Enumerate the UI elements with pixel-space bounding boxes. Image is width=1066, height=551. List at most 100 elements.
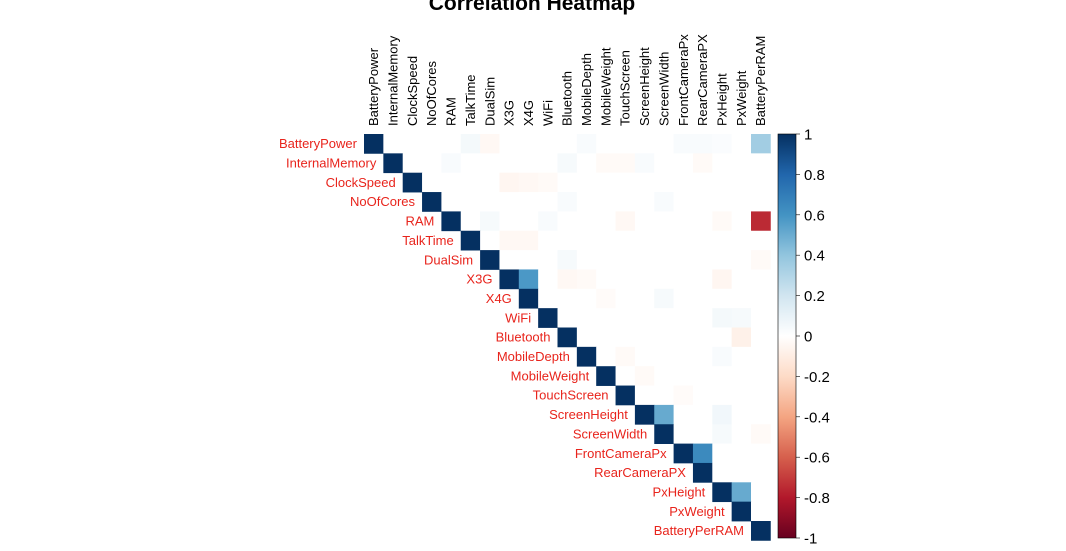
heatmap-cell xyxy=(557,308,578,328)
heatmap-cell xyxy=(615,288,636,309)
heatmap-cell xyxy=(634,211,655,232)
heatmap-cell xyxy=(538,192,558,212)
row-label: WiFi xyxy=(505,310,531,325)
heatmap-cell xyxy=(557,134,578,154)
heatmap-cell xyxy=(712,346,733,367)
heatmap-cell xyxy=(673,172,694,193)
heatmap-cell xyxy=(751,366,771,386)
heatmap-cell xyxy=(751,153,771,174)
heatmap-cell xyxy=(712,482,733,503)
heatmap-cell xyxy=(692,366,713,386)
heatmap-cell xyxy=(712,424,733,444)
heatmap-cell xyxy=(441,172,462,193)
column-label: BatteryPerRAM xyxy=(753,36,768,126)
heatmap-cell xyxy=(480,192,500,212)
heatmap-cell xyxy=(538,250,558,270)
heatmap-cell xyxy=(751,385,771,406)
column-label: BatteryPower xyxy=(366,47,381,126)
heatmap-cell xyxy=(654,308,674,328)
heatmap-cell xyxy=(654,230,674,251)
heatmap-cell xyxy=(499,230,520,251)
heatmap-cell xyxy=(673,366,694,386)
heatmap-cell xyxy=(692,250,713,270)
row-label: ScreenHeight xyxy=(549,407,628,422)
heatmap-cell xyxy=(634,404,655,425)
heatmap-cell xyxy=(557,327,578,348)
heatmap-cell xyxy=(654,288,674,309)
heatmap-cell xyxy=(731,482,752,503)
heatmap-cell xyxy=(692,153,713,174)
colorbar-ticks: 1 0.8 0.6 0.4 0.2 0 -0.2 -0.4 -0.6 -0.8 -1 xyxy=(796,127,830,548)
heatmap-cell xyxy=(673,346,694,367)
heatmap-cell xyxy=(518,153,539,174)
heatmap-cell xyxy=(673,153,694,174)
heatmap-cell xyxy=(673,230,694,251)
heatmap-cell xyxy=(441,153,462,174)
heatmap-cell xyxy=(731,288,752,309)
heatmap-cell xyxy=(712,250,733,270)
heatmap-cell xyxy=(499,211,520,232)
heatmap-cell xyxy=(557,211,578,232)
heatmap-cell xyxy=(731,385,752,406)
heatmap-cell xyxy=(383,134,404,154)
column-label: TouchScreen xyxy=(618,50,633,126)
heatmap-cell xyxy=(712,134,733,154)
heatmap-cell xyxy=(615,385,636,406)
heatmap-cell xyxy=(731,308,752,328)
heatmap-cell xyxy=(615,366,636,386)
heatmap-cell xyxy=(634,288,655,309)
heatmap-cell xyxy=(673,134,694,154)
heatmap-cell xyxy=(712,366,733,386)
row-label: FrontCameraPx xyxy=(575,446,667,461)
heatmap-cell xyxy=(751,250,771,270)
column-label: PxHeight xyxy=(714,73,729,126)
heatmap-cell xyxy=(518,230,539,251)
heatmap-cell xyxy=(731,327,752,348)
heatmap-cell xyxy=(751,521,771,541)
colorbar-tick-label: 0 xyxy=(804,329,812,346)
heatmap-cell xyxy=(576,327,597,348)
heatmap-cell xyxy=(596,308,616,328)
heatmap-cell xyxy=(673,308,694,328)
colorbar-tick-label: 0.4 xyxy=(804,248,825,265)
heatmap-cell xyxy=(712,308,733,328)
heatmap-cell xyxy=(751,172,771,193)
heatmap-cell xyxy=(634,250,655,270)
heatmap-cell xyxy=(499,250,520,270)
colorbar-tick-label: -0.8 xyxy=(804,490,830,507)
heatmap-cell xyxy=(576,346,597,367)
heatmap-cell xyxy=(751,443,771,464)
heatmap-cell xyxy=(731,211,752,232)
heatmap-cell xyxy=(596,327,616,348)
row-label: TouchScreen xyxy=(533,388,609,403)
heatmap-cell xyxy=(712,462,733,483)
column-label: ScreenWidth xyxy=(656,52,671,126)
chart-title: Correlation Heatmap xyxy=(429,0,636,15)
heatmap-cell xyxy=(615,230,636,251)
row-label: DualSim xyxy=(424,252,473,267)
row-label: RAM xyxy=(406,214,435,229)
row-label: NoOfCores xyxy=(350,194,416,209)
heatmap-cell xyxy=(634,134,655,154)
heatmap-cell xyxy=(731,269,752,290)
heatmap-cell xyxy=(480,250,500,270)
heatmap-cell xyxy=(557,288,578,309)
row-label: BatteryPower xyxy=(279,136,358,151)
heatmap-cell xyxy=(634,192,655,212)
heatmap-cell xyxy=(731,172,752,193)
heatmap-cell xyxy=(731,250,752,270)
heatmap-cell xyxy=(615,192,636,212)
heatmap-cell xyxy=(654,250,674,270)
heatmap-cell xyxy=(654,424,674,444)
column-label: FrontCameraPx xyxy=(676,34,691,126)
heatmap-cell xyxy=(751,501,771,522)
heatmap-cell xyxy=(538,308,558,328)
heatmap-cell xyxy=(731,153,752,174)
heatmap-cell xyxy=(731,501,752,522)
heatmap-cell xyxy=(634,153,655,174)
colorbar-tick-label: 0.6 xyxy=(804,207,825,224)
column-label: MobileDepth xyxy=(579,53,594,126)
heatmap-cell xyxy=(402,153,423,174)
row-label: ScreenWidth xyxy=(573,426,647,441)
heatmap-cell xyxy=(480,230,500,251)
